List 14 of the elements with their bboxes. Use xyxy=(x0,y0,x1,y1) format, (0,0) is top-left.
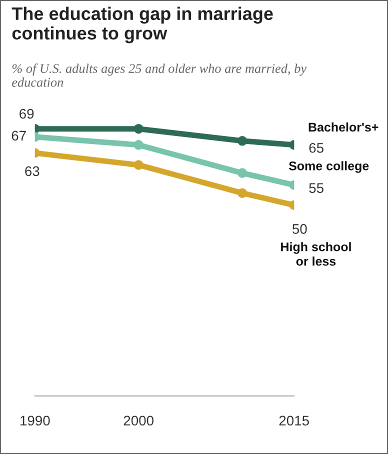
series-label: Bachelor's+ xyxy=(308,122,378,132)
data-label: 67 xyxy=(12,130,26,141)
series-label: Some college xyxy=(288,161,369,173)
data-label: 55 xyxy=(309,183,324,193)
x-tick-label: 2015 xyxy=(279,416,309,426)
x-tick-label: 1990 xyxy=(20,416,50,426)
chart-subtitle: % of U.S. adults ages 25 and older who are married, by education xyxy=(12,64,307,87)
data-label: 65 xyxy=(309,142,324,153)
data-label: 63 xyxy=(25,166,40,176)
data-label: 50 xyxy=(292,224,307,234)
chart-title: The education gap in marriage continues to grow xyxy=(12,6,273,44)
x-tick-label: 2000 xyxy=(124,416,154,426)
text: High school or less xyxy=(281,242,351,266)
data-label: 69 xyxy=(20,108,34,119)
